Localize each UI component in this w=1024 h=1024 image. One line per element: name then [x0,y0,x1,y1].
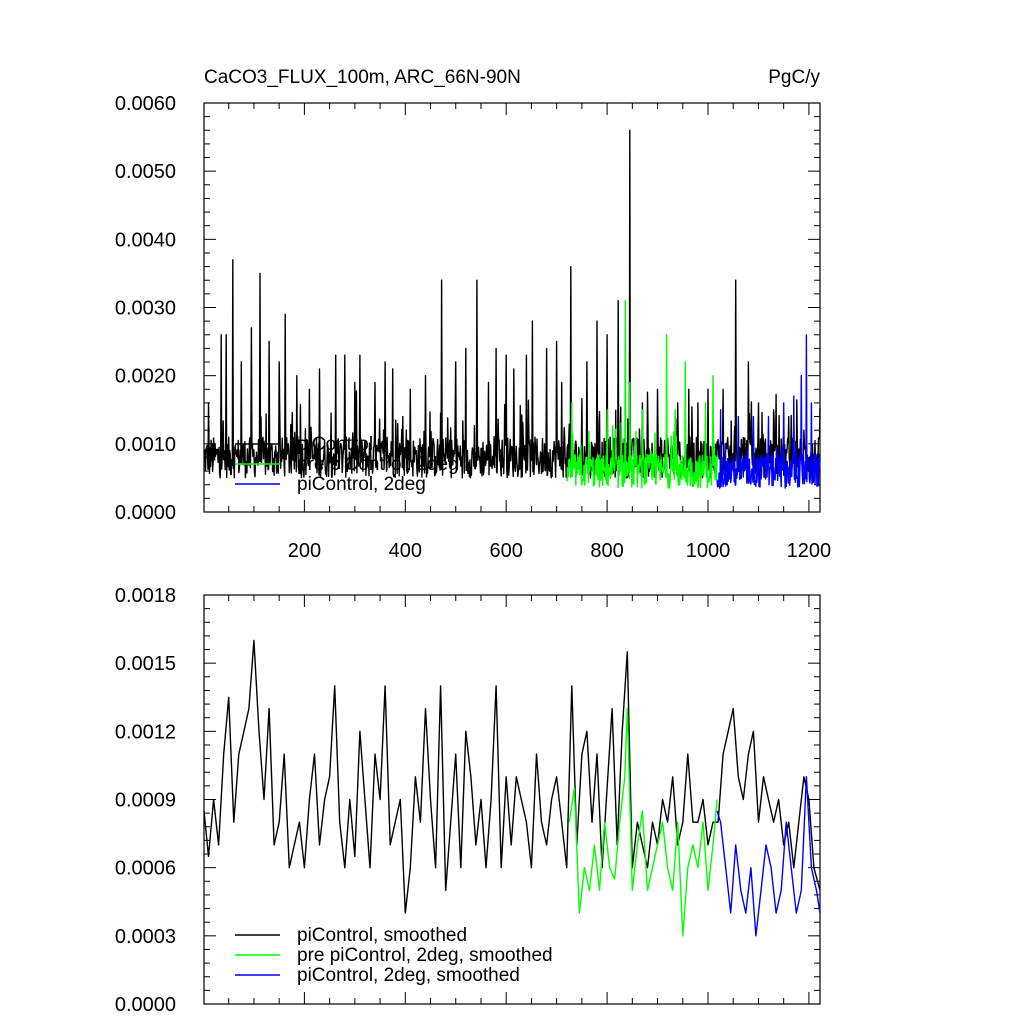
y-tick-label: 0.0040 [115,229,176,251]
x-tick-label: 1200 [787,540,832,562]
x-tick-label: 600 [490,540,523,562]
series-line-1 [566,129,821,479]
x-tick-label: 1000 [686,540,731,562]
legend-label: piControl, smoothed [297,925,467,946]
y-tick-label: 0.0010 [115,434,176,456]
x-tick-label: 800 [590,540,623,562]
legend-label: piControl, 2deg, smoothed [297,965,520,986]
top-panel: 0.0000 0.0010 0.0020 0.0030 0.0040 0.0050 0.00… [115,93,831,562]
series-line-2 [566,300,718,489]
series-line-3 [716,334,821,489]
y-tick-label: 0.0020 [115,366,176,388]
y-tick-label: 0.0060 [115,93,176,115]
series-line-1 [568,707,718,937]
y-tick-label: 0.0006 [115,858,176,880]
legend-label: piControl [297,434,373,455]
chart-title: CaCO3_FLUX_100m, ARC_66N-90N [204,67,521,88]
y-tick-label: 0.0000 [115,994,176,1016]
x-tick-label: 400 [389,540,422,562]
bottom-panel: 0.0000 0.0003 0.0006 0.0009 0.0012 0.0015 0.00… [115,585,821,1016]
y-tick-label: 0.0030 [115,298,176,320]
legend-label: pre piControl, 2deg [297,454,459,475]
units-label: PgC/y [768,67,820,88]
legend-label: piControl, 2deg [297,474,426,495]
y-tick-label: 0.0050 [115,161,176,183]
series-line-2 [716,776,821,937]
legend-label: pre piControl, 2deg, smoothed [297,945,553,966]
y-tick-label: 0.0018 [115,585,176,607]
x-tick-label: 200 [288,540,321,562]
series-line-0 [203,259,568,479]
y-tick-label: 0.0009 [115,790,176,812]
series-line-0 [203,639,821,914]
y-tick-label: 0.0000 [115,502,176,524]
y-tick-label: 0.0003 [115,926,176,948]
y-tick-label: 0.0012 [115,721,176,743]
y-tick-label: 0.0015 [115,653,176,675]
